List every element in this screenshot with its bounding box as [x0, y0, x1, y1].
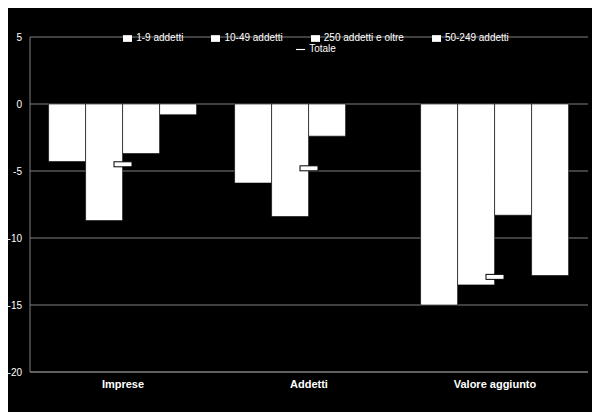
svg-text:Valore aggiunto: Valore aggiunto — [454, 378, 537, 390]
html-text:10-49 addetti: 10-49 addetti — [224, 32, 283, 43]
html-text:1-9 addetti: 1-9 addetti — [136, 32, 184, 43]
svg-text:-5: -5 — [13, 166, 22, 177]
html-text:Totale: Totale — [309, 43, 336, 54]
html-text:50-249 addetti: 50-249 addetti — [444, 32, 509, 43]
svg-text:-10: -10 — [8, 233, 22, 244]
svg-text:Addetti: Addetti — [290, 378, 328, 390]
svg-text:Imprese: Imprese — [102, 378, 144, 390]
svg-text:-15: -15 — [8, 300, 22, 311]
svg-text:-20: -20 — [8, 367, 22, 378]
svg-text:0: 0 — [16, 99, 22, 110]
html-text:250 addetti e oltre: 250 addetti e oltre — [323, 32, 404, 43]
svg-text:5: 5 — [16, 32, 22, 43]
